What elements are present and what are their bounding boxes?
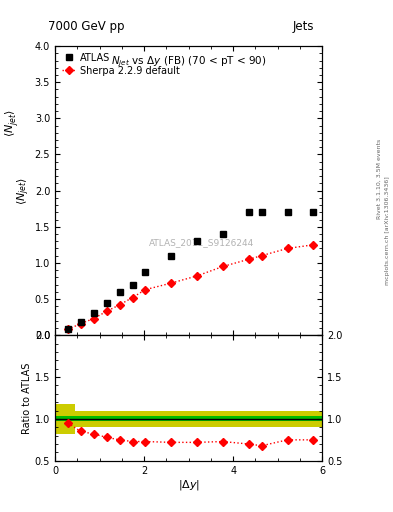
Sherpa 2.2.9 default [79, 321, 83, 327]
ATLAS [79, 319, 83, 325]
ATLAS [92, 310, 96, 316]
ATLAS [130, 282, 135, 288]
Text: $\langle N_{jet}^{} \rangle$: $\langle N_{jet}^{} \rangle$ [3, 109, 20, 137]
X-axis label: $|\Delta y|$: $|\Delta y|$ [178, 478, 200, 493]
Line: Sherpa 2.2.9 default: Sherpa 2.2.9 default [65, 242, 316, 332]
Sherpa 2.2.9 default [169, 280, 174, 286]
Sherpa 2.2.9 default [220, 263, 225, 269]
ATLAS [104, 300, 109, 306]
Sherpa 2.2.9 default [104, 308, 109, 314]
Line: ATLAS: ATLAS [64, 209, 317, 333]
ATLAS [311, 209, 316, 216]
ATLAS [117, 289, 122, 295]
Sherpa 2.2.9 default [285, 245, 290, 251]
ATLAS [246, 209, 251, 216]
Text: Rivet 3.1.10, 3.5M events: Rivet 3.1.10, 3.5M events [377, 139, 382, 219]
Sherpa 2.2.9 default [117, 302, 122, 308]
ATLAS [66, 326, 70, 332]
Sherpa 2.2.9 default [143, 287, 148, 293]
ATLAS [195, 238, 200, 244]
Legend: ATLAS, Sherpa 2.2.9 default: ATLAS, Sherpa 2.2.9 default [60, 51, 182, 78]
Sherpa 2.2.9 default [246, 256, 251, 262]
Y-axis label: $\langle N_{jet} \rangle$: $\langle N_{jet} \rangle$ [15, 177, 32, 205]
Text: Jets: Jets [293, 20, 314, 33]
Sherpa 2.2.9 default [195, 273, 200, 279]
Text: ATLAS_2011_S9126244: ATLAS_2011_S9126244 [149, 238, 255, 247]
Sherpa 2.2.9 default [130, 294, 135, 301]
Text: 7000 GeV pp: 7000 GeV pp [48, 20, 125, 33]
Text: $N_{jet}$ vs $\Delta y$ (FB) (70 < pT < 90): $N_{jet}$ vs $\Delta y$ (FB) (70 < pT < … [111, 55, 266, 69]
Y-axis label: Ratio to ATLAS: Ratio to ATLAS [22, 362, 32, 434]
ATLAS [259, 209, 264, 216]
Sherpa 2.2.9 default [66, 326, 70, 332]
ATLAS [220, 231, 225, 237]
ATLAS [285, 209, 290, 216]
Sherpa 2.2.9 default [92, 315, 96, 322]
Sherpa 2.2.9 default [311, 242, 316, 248]
ATLAS [143, 269, 148, 275]
ATLAS [169, 252, 174, 259]
Text: mcplots.cern.ch [arXiv:1306.3436]: mcplots.cern.ch [arXiv:1306.3436] [385, 176, 389, 285]
Sherpa 2.2.9 default [259, 252, 264, 259]
